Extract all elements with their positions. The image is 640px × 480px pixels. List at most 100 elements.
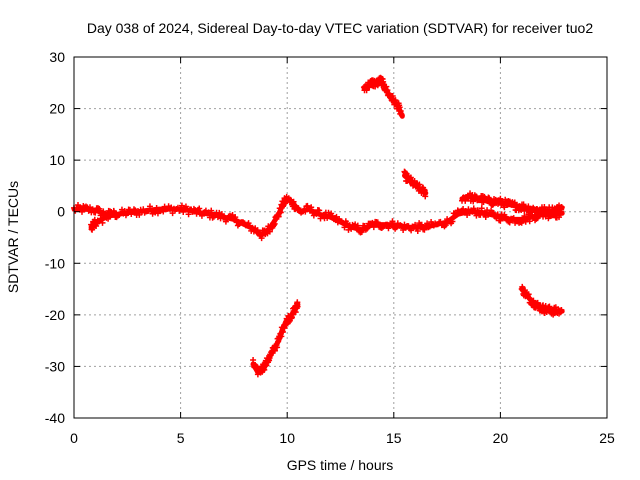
data-point <box>370 224 377 231</box>
y-tick-label: 10 <box>49 152 65 168</box>
data-point <box>196 205 203 212</box>
x-tick-label: 5 <box>177 430 185 446</box>
data-point <box>481 210 488 217</box>
data-point <box>414 227 421 234</box>
data-point <box>374 219 381 226</box>
data-point <box>544 207 551 214</box>
data-point <box>424 220 431 227</box>
data-point <box>558 306 565 313</box>
data-point <box>169 210 176 217</box>
y-axis-label: SDTVAR / TECUs <box>5 181 21 293</box>
data-point <box>501 204 508 211</box>
data-point <box>193 210 200 217</box>
y-tick-label: -10 <box>45 255 65 271</box>
data-point <box>110 207 117 214</box>
data-point <box>486 195 493 202</box>
data-point <box>185 211 192 218</box>
series-arc-dip <box>250 299 301 378</box>
data-point <box>277 209 284 216</box>
x-tick-label: 15 <box>386 430 402 446</box>
y-tick-label: -40 <box>45 410 65 426</box>
y-tick-label: 30 <box>49 49 65 65</box>
data-point <box>413 224 420 231</box>
data-point <box>396 104 403 111</box>
data-point <box>556 214 563 221</box>
plot-frame <box>73 56 608 419</box>
data-point <box>511 199 518 206</box>
data-point <box>109 211 116 218</box>
x-tick-label: 25 <box>599 430 615 446</box>
data-point <box>421 226 428 233</box>
y-tick-label: -20 <box>45 307 65 323</box>
series-arc-mid <box>401 168 429 200</box>
data-point <box>558 204 565 211</box>
data-point <box>418 221 425 228</box>
data-point <box>354 222 361 229</box>
data-point <box>510 200 517 207</box>
data-point <box>271 220 278 227</box>
data-point <box>526 218 533 225</box>
data-point <box>470 198 477 205</box>
series-arc-late-upper <box>459 190 565 218</box>
x-tick-label: 0 <box>70 430 78 446</box>
data-point <box>262 363 269 370</box>
data-point <box>442 222 449 229</box>
data-point <box>364 225 371 232</box>
grid-lines <box>74 57 607 418</box>
data-point <box>474 207 481 214</box>
series-arc-main <box>71 193 565 242</box>
data-point <box>294 303 301 310</box>
data-point <box>510 215 517 222</box>
data-point <box>92 209 99 216</box>
data-point <box>534 215 541 222</box>
x-tick-label: 20 <box>493 430 509 446</box>
data-point <box>271 347 278 354</box>
data-point <box>313 210 320 217</box>
axis-ticks: 0 5 10 15 20 25 -40 -30 -20 -10 0 10 20 30 <box>45 49 615 446</box>
data-point <box>358 229 365 236</box>
data-point <box>302 208 309 215</box>
data-point <box>398 112 405 119</box>
data-point <box>266 228 273 235</box>
data-point <box>383 83 390 90</box>
y-tick-label: -30 <box>45 358 65 374</box>
data-point <box>422 193 429 200</box>
data-point <box>478 205 485 212</box>
data-point <box>208 207 215 214</box>
data-point <box>462 197 469 204</box>
data-point <box>408 227 415 234</box>
series-arc-peak <box>360 74 405 119</box>
series-arc-late-lower <box>518 283 565 318</box>
series-arc-early <box>88 207 117 233</box>
chart-title: Day 038 of 2024, Sidereal Day-to-day VTE… <box>87 20 594 36</box>
data-point <box>316 207 323 214</box>
data-point <box>502 213 509 220</box>
data-point <box>421 187 428 194</box>
data-point <box>506 219 513 226</box>
data-point <box>261 366 268 373</box>
data-point <box>289 311 296 318</box>
data-point <box>389 218 396 225</box>
data-point <box>290 198 297 205</box>
data-point <box>96 205 103 212</box>
data-point <box>437 218 444 225</box>
data-point <box>470 205 477 212</box>
data-point <box>274 344 281 351</box>
data-point <box>218 211 225 218</box>
data-point <box>308 204 315 211</box>
data-point <box>278 333 285 340</box>
y-tick-label: 0 <box>57 204 65 220</box>
data-point <box>449 218 456 225</box>
data-point <box>99 219 106 226</box>
data-point <box>146 203 153 210</box>
x-axis-label: GPS time / hours <box>287 457 394 473</box>
data-point <box>530 297 537 304</box>
data-series <box>71 74 565 378</box>
data-point <box>490 209 497 216</box>
data-point <box>232 214 239 221</box>
y-tick-label: 20 <box>49 101 65 117</box>
data-point <box>254 227 261 234</box>
x-tick-label: 10 <box>279 430 295 446</box>
